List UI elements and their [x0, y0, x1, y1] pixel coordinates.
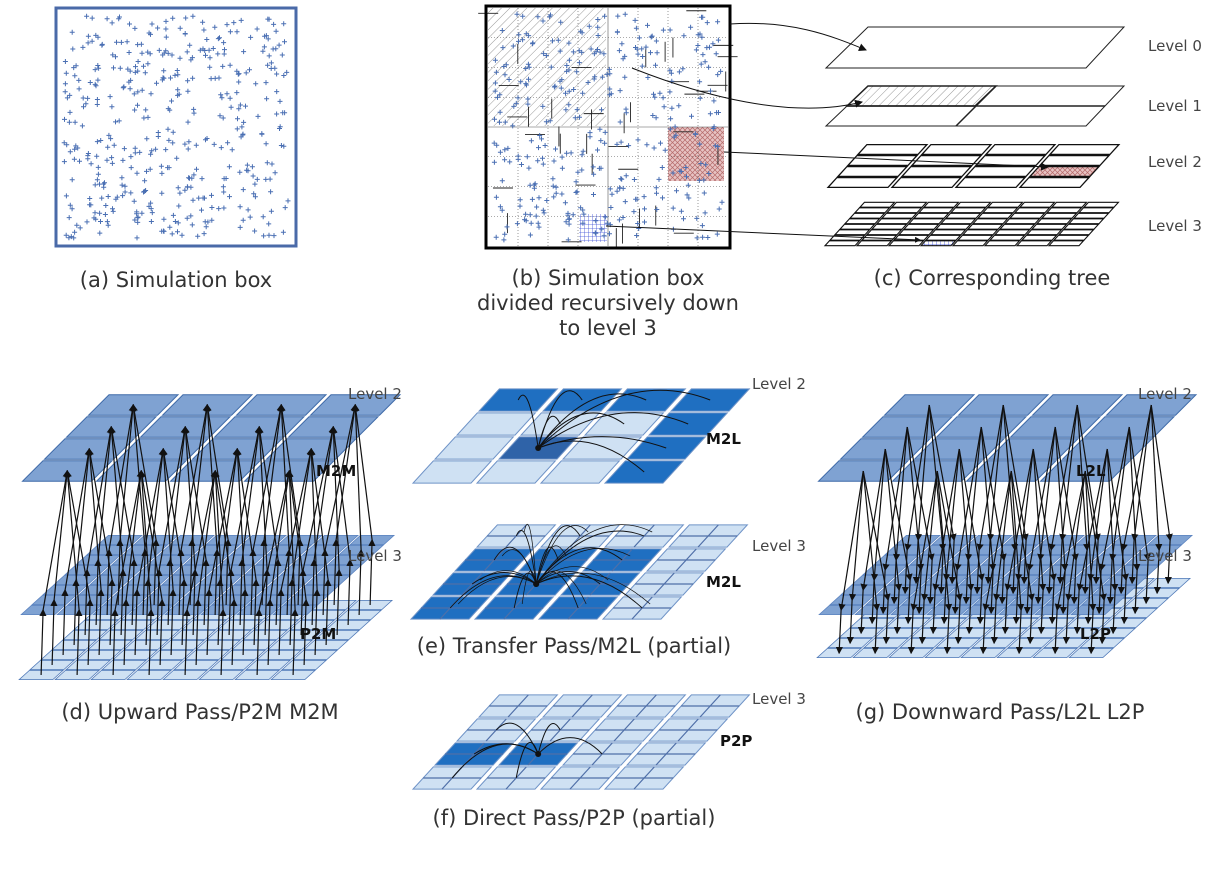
d-level2-label: Level 2: [348, 385, 402, 403]
caption-e: (e) Transfer Pass/M2L (partial): [416, 634, 732, 658]
g-level3-label: Level 3: [1138, 547, 1192, 565]
e-level3-label: Level 3: [752, 537, 806, 555]
simulation-box-border: [54, 6, 298, 248]
tree-level3-plane: [823, 201, 1120, 247]
particles: [491, 11, 725, 243]
e-m2l-bottom-label: M2L: [706, 573, 741, 591]
caption-b-line1: (b) Simulation box: [511, 266, 705, 290]
caption-b-line2: divided recursively down: [477, 291, 739, 315]
tree-level3-label: Level 3: [1148, 217, 1202, 235]
panel-g-downward-pass: [816, 394, 1198, 659]
g-l2l-label: L2L: [1076, 462, 1106, 480]
connector-arrow-level1: [631, 67, 863, 109]
panel-e-transfer-pass: [409, 388, 751, 620]
caption-d: (d) Upward Pass/P2M M2M: [61, 700, 339, 724]
tree-level2-label: Level 2: [1148, 153, 1202, 171]
tree-level1-plane: [824, 85, 1126, 127]
g-l2p-label: L2P: [1080, 625, 1111, 643]
caption-a: (a) Simulation box: [79, 268, 273, 292]
caption-g: (g) Downward Pass/L2L L2P: [855, 700, 1145, 724]
caption-b: (b) Simulation box divided recursively d…: [448, 266, 768, 341]
f-level3-label: Level 3: [752, 690, 806, 708]
e-m2l-top-label: M2L: [706, 430, 741, 448]
caption-f: (f) Direct Pass/P2P (partial): [432, 806, 716, 830]
caption-c: (c) Corresponding tree: [873, 266, 1111, 290]
panel-a-simulation-box: [54, 6, 298, 248]
connector-arrow-level3: [605, 225, 921, 243]
connector-arrow-level2: [723, 151, 1049, 171]
panel-c-tree: [605, 22, 1126, 247]
f-p2p-label: P2P: [720, 732, 753, 750]
tree-level0-label: Level 0: [1148, 37, 1202, 55]
subdivided-box-border: [484, 4, 732, 250]
level3-highlighted-cell: [579, 214, 607, 242]
tree-level1-label: Level 1: [1148, 97, 1202, 115]
panel-d-upward-pass: [18, 394, 402, 681]
panel-b-subdivided-box: [478, 4, 738, 250]
e-level2-label: Level 2: [752, 375, 806, 393]
tree-level0-plane: [824, 26, 1126, 69]
panel-f-direct-pass: [411, 694, 751, 790]
connector-arrow-level0: [729, 22, 867, 52]
d-p2m-label: P2M: [300, 625, 337, 643]
d-m2m-label: M2M: [316, 462, 357, 480]
caption-b-line3: to level 3: [559, 316, 657, 340]
particles: [61, 13, 291, 241]
level2-highlighted-cell: [668, 127, 724, 181]
g-level2-label: Level 2: [1138, 385, 1192, 403]
tree-level2-plane: [826, 143, 1121, 189]
level1-hatched-cell: [488, 8, 606, 126]
d-level3-label: Level 3: [348, 547, 402, 565]
